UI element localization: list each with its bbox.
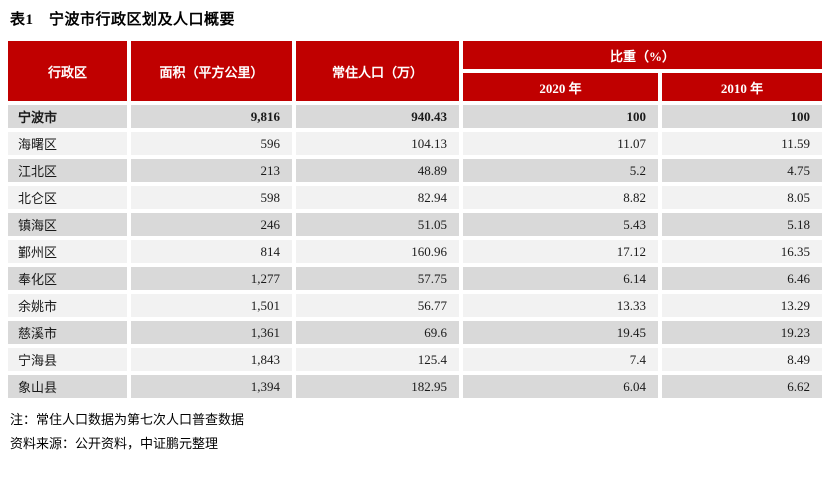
table-row: 慈溪市 1,361 69.6 19.45 19.23 [8,321,823,344]
cell-area: 1,843 [131,348,292,371]
cell-region: 北仑区 [8,186,127,209]
table-row: 宁海县 1,843 125.4 7.4 8.49 [8,348,823,371]
table-row: 象山县 1,394 182.95 6.04 6.62 [8,375,823,398]
cell-share-2010: 16.35 [662,240,823,263]
cell-share-2020: 6.04 [463,375,658,398]
cell-share-2010: 6.62 [662,375,823,398]
footnote-data-source-note: 注：常住人口数据为第七次人口普查数据 [10,412,245,427]
cell-share-2010: 11.59 [662,132,823,155]
table-row: 北仑区 598 82.94 8.82 8.05 [8,186,823,209]
cell-share-2020: 5.2 [463,159,658,182]
footnotes: 注：常住人口数据为第七次人口普查数据 资料来源：公开资料，中证鹏元整理 [10,408,825,456]
cell-share-2020: 100 [463,105,658,128]
cell-area: 1,394 [131,375,292,398]
cell-region: 海曙区 [8,132,127,155]
table-row: 江北区 213 48.89 5.2 4.75 [8,159,823,182]
cell-area: 213 [131,159,292,182]
cell-region: 江北区 [8,159,127,182]
document-page: 表1 宁波市行政区划及人口概要 行政区 面积（平方公里） 常住人口（万） 比重（… [4,12,826,456]
column-header-share-2020: 2020 年 [463,73,658,101]
cell-share-2010: 19.23 [662,321,823,344]
cell-region: 象山县 [8,375,127,398]
column-header-share-2010: 2010 年 [662,73,823,101]
cell-share-2010: 100 [662,105,823,128]
column-header-area: 面积（平方公里） [131,41,292,101]
cell-population: 57.75 [296,267,459,290]
cell-region: 宁海县 [8,348,127,371]
cell-region: 奉化区 [8,267,127,290]
cell-share-2010: 13.29 [662,294,823,317]
column-header-region: 行政区 [8,41,127,101]
cell-share-2020: 8.82 [463,186,658,209]
cell-area: 1,501 [131,294,292,317]
cell-share-2010: 8.05 [662,186,823,209]
table-row: 镇海区 246 51.05 5.43 5.18 [8,213,823,236]
cell-region: 慈溪市 [8,321,127,344]
cell-share-2020: 5.43 [463,213,658,236]
column-header-share-group: 比重（%） [463,41,823,69]
cell-region: 鄞州区 [8,240,127,263]
cell-population: 48.89 [296,159,459,182]
table-body: 宁波市 9,816 940.43 100 100 海曙区 596 104.13 11.07 11.… [8,105,823,398]
cell-area: 9,816 [131,105,292,128]
cell-share-2010: 5.18 [662,213,823,236]
table-header: 行政区 面积（平方公里） 常住人口（万） 比重（%） 2020 年 2010 年 [8,41,823,101]
cell-share-2020: 6.14 [463,267,658,290]
cell-area: 1,361 [131,321,292,344]
cell-area: 598 [131,186,292,209]
cell-area: 1,277 [131,267,292,290]
table-row: 奉化区 1,277 57.75 6.14 6.46 [8,267,823,290]
cell-region: 宁波市 [8,105,127,128]
cell-population: 51.05 [296,213,459,236]
cell-share-2010: 4.75 [662,159,823,182]
cell-region: 余姚市 [8,294,127,317]
cell-population: 104.13 [296,132,459,155]
cell-share-2020: 7.4 [463,348,658,371]
population-table: 行政区 面积（平方公里） 常住人口（万） 比重（%） 2020 年 2010 年… [4,37,826,402]
cell-area: 814 [131,240,292,263]
cell-share-2020: 17.12 [463,240,658,263]
column-header-population: 常住人口（万） [296,41,459,101]
cell-population: 160.96 [296,240,459,263]
cell-population: 56.77 [296,294,459,317]
cell-share-2020: 19.45 [463,321,658,344]
cell-share-2010: 6.46 [662,267,823,290]
cell-share-2020: 11.07 [463,132,658,155]
table-row: 余姚市 1,501 56.77 13.33 13.29 [8,294,823,317]
cell-population: 940.43 [296,105,459,128]
cell-share-2010: 8.49 [662,348,823,371]
cell-population: 182.95 [296,375,459,398]
cell-population: 82.94 [296,186,459,209]
table-row: 宁波市 9,816 940.43 100 100 [8,105,823,128]
cell-population: 69.6 [296,321,459,344]
table-row: 海曙区 596 104.13 11.07 11.59 [8,132,823,155]
footnote-material-source: 资料来源：公开资料，中证鹏元整理 [10,436,219,451]
cell-share-2020: 13.33 [463,294,658,317]
cell-area: 246 [131,213,292,236]
cell-population: 125.4 [296,348,459,371]
table-row: 鄞州区 814 160.96 17.12 16.35 [8,240,823,263]
cell-area: 596 [131,132,292,155]
cell-region: 镇海区 [8,213,127,236]
table-title: 表1 宁波市行政区划及人口概要 [10,12,236,28]
